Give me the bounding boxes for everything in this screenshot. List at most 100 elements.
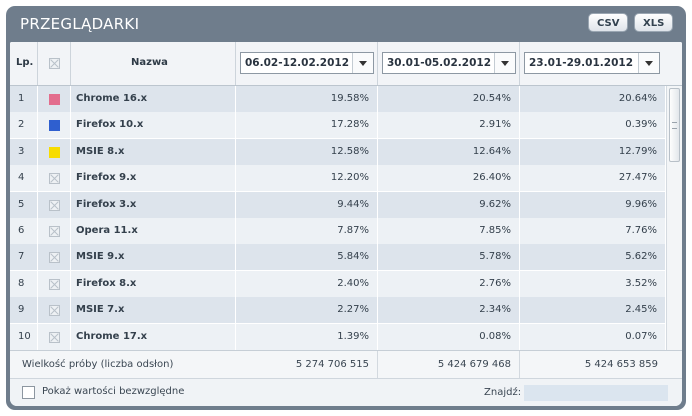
row-number: 9 xyxy=(10,297,38,324)
table-row[interactable]: 4 Firefox 9.x 12.20% 26.40% 27.47% xyxy=(10,165,666,193)
color-header-icon xyxy=(49,58,60,69)
color-cell xyxy=(38,112,71,139)
color-cell xyxy=(38,165,71,192)
share-value-period-3: 7.76% xyxy=(520,218,666,244)
share-value-period-3: 2.45% xyxy=(520,297,666,324)
table-panel: Lp. Nazwa 06.02-12.02.2012 30.01-05.0 xyxy=(10,42,682,406)
data-grid: Lp. Nazwa 06.02-12.02.2012 30.01-05.0 xyxy=(10,42,682,351)
sample-size-value-1: 5 274 706 515 xyxy=(236,351,378,378)
browser-name: Chrome 16.x xyxy=(71,86,236,112)
series-color-swatch[interactable] xyxy=(49,94,60,105)
row-number: 3 xyxy=(10,138,38,165)
series-color-swatch[interactable] xyxy=(49,331,60,343)
share-value-period-1: 19.58% xyxy=(236,86,378,112)
browser-name: Firefox 8.x xyxy=(71,270,236,297)
series-color-swatch[interactable] xyxy=(49,173,60,185)
share-value-period-2: 26.40% xyxy=(378,165,520,192)
bottom-toolbar: Pokaż wartości bezwzględne Znajdź: xyxy=(10,378,682,406)
sample-size-value-3: 5 424 653 859 xyxy=(584,359,658,370)
header-color[interactable] xyxy=(38,42,71,85)
share-value-period-1: 1.39% xyxy=(236,323,378,350)
table-row[interactable]: 7 MSIE 9.x 5.84% 5.78% 5.62% xyxy=(10,244,666,272)
series-color-swatch[interactable] xyxy=(49,226,60,237)
table-row[interactable]: 5 Firefox 3.x 9.44% 9.62% 9.96% xyxy=(10,191,666,219)
sample-size-row: Wielkość próby (liczba odsłon) 5 274 706… xyxy=(10,350,682,378)
csv-export-button[interactable]: CSV xyxy=(588,13,629,32)
xls-export-button[interactable]: XLS xyxy=(634,13,674,32)
find-label: Znajdź: xyxy=(484,387,522,398)
share-value-period-3: 27.47% xyxy=(520,165,666,192)
share-value-period-1: 12.20% xyxy=(236,165,378,192)
share-value-period-2: 2.34% xyxy=(378,297,520,324)
browser-name: Firefox 9.x xyxy=(71,165,236,192)
row-number: 4 xyxy=(10,165,38,192)
browser-name: MSIE 7.x xyxy=(71,297,236,324)
browsers-widget: PRZEGLĄDARKI CSV XLS Lp. Nazwa 06.02-12.… xyxy=(6,6,686,410)
header-period-3: 23.01-29.01.2012 xyxy=(520,42,682,85)
share-value-period-2: 0.08% xyxy=(378,323,520,350)
browser-name: Firefox 3.x xyxy=(71,191,236,218)
header-name[interactable]: Nazwa xyxy=(71,42,236,85)
find-input[interactable] xyxy=(524,385,668,401)
color-cell xyxy=(38,323,71,350)
color-cell xyxy=(38,86,71,112)
chevron-down-icon xyxy=(494,53,515,73)
table-row[interactable]: 10 Chrome 17.x 1.39% 0.08% 0.07% xyxy=(10,323,666,351)
share-value-period-2: 2.91% xyxy=(378,112,520,139)
absolute-values-checkbox[interactable] xyxy=(22,386,35,399)
share-value-period-2: 9.62% xyxy=(378,191,520,218)
share-value-period-1: 2.40% xyxy=(236,270,378,297)
color-cell xyxy=(38,297,71,324)
share-value-period-1: 9.44% xyxy=(236,191,378,218)
share-value-period-3: 12.79% xyxy=(520,138,666,165)
series-color-swatch[interactable] xyxy=(49,199,60,211)
share-value-period-1: 17.28% xyxy=(236,112,378,139)
series-color-swatch[interactable] xyxy=(49,120,60,132)
header-name-label: Nazwa xyxy=(131,57,168,68)
share-value-period-3: 20.64% xyxy=(520,86,666,112)
share-value-period-2: 7.85% xyxy=(378,218,520,244)
period-3-dropdown[interactable]: 23.01-29.01.2012 xyxy=(524,52,660,74)
color-cell xyxy=(38,138,71,165)
table-row[interactable]: 9 MSIE 7.x 2.27% 2.34% 2.45% xyxy=(10,297,666,325)
widget-title: PRZEGLĄDARKI xyxy=(20,15,140,33)
sample-size-label: Wielkość próby (liczba odsłon) xyxy=(22,359,174,370)
color-cell xyxy=(38,191,71,218)
color-cell xyxy=(38,218,71,244)
share-value-period-3: 5.62% xyxy=(520,244,666,271)
share-value-period-1: 5.84% xyxy=(236,244,378,271)
table-row[interactable]: 8 Firefox 8.x 2.40% 2.76% 3.52% xyxy=(10,270,666,298)
table-row[interactable]: 1 Chrome 16.x 19.58% 20.54% 20.64% xyxy=(10,86,666,113)
row-number: 8 xyxy=(10,270,38,297)
share-value-period-1: 2.27% xyxy=(236,297,378,324)
browser-name: MSIE 8.x xyxy=(71,138,236,165)
color-cell xyxy=(38,270,71,297)
row-number: 2 xyxy=(10,112,38,139)
header-period-2: 30.01-05.02.2012 xyxy=(378,42,520,85)
period-2-dropdown[interactable]: 30.01-05.02.2012 xyxy=(382,52,516,74)
period-1-dropdown[interactable]: 06.02-12.02.2012 xyxy=(240,52,374,74)
scrollbar-thumb[interactable] xyxy=(669,88,680,162)
header-lp-label: Lp. xyxy=(16,57,34,68)
header-lp[interactable]: Lp. xyxy=(10,42,38,85)
series-color-swatch[interactable] xyxy=(49,278,60,290)
absolute-values-label[interactable]: Pokaż wartości bezwzględne xyxy=(42,386,185,397)
vertical-scrollbar[interactable] xyxy=(666,86,682,350)
table-row[interactable]: 6 Opera 11.x 7.87% 7.85% 7.76% xyxy=(10,218,666,245)
series-color-swatch[interactable] xyxy=(49,305,60,317)
share-value-period-3: 0.07% xyxy=(520,323,666,350)
series-color-swatch[interactable] xyxy=(49,252,60,264)
header-period-1: 06.02-12.02.2012 xyxy=(236,42,378,85)
share-value-period-2: 5.78% xyxy=(378,244,520,271)
browser-name: MSIE 9.x xyxy=(71,244,236,271)
browser-name: Chrome 17.x xyxy=(71,323,236,350)
share-value-period-1: 7.87% xyxy=(236,218,378,244)
row-number: 10 xyxy=(10,323,38,350)
share-value-period-2: 12.64% xyxy=(378,138,520,165)
table-row[interactable]: 3 MSIE 8.x 12.58% 12.64% 12.79% xyxy=(10,138,666,166)
title-bar: PRZEGLĄDARKI CSV XLS xyxy=(6,6,686,42)
table-row[interactable]: 2 Firefox 10.x 17.28% 2.91% 0.39% xyxy=(10,112,666,140)
series-color-swatch[interactable] xyxy=(49,146,60,158)
color-cell xyxy=(38,244,71,271)
chevron-down-icon xyxy=(352,53,373,73)
